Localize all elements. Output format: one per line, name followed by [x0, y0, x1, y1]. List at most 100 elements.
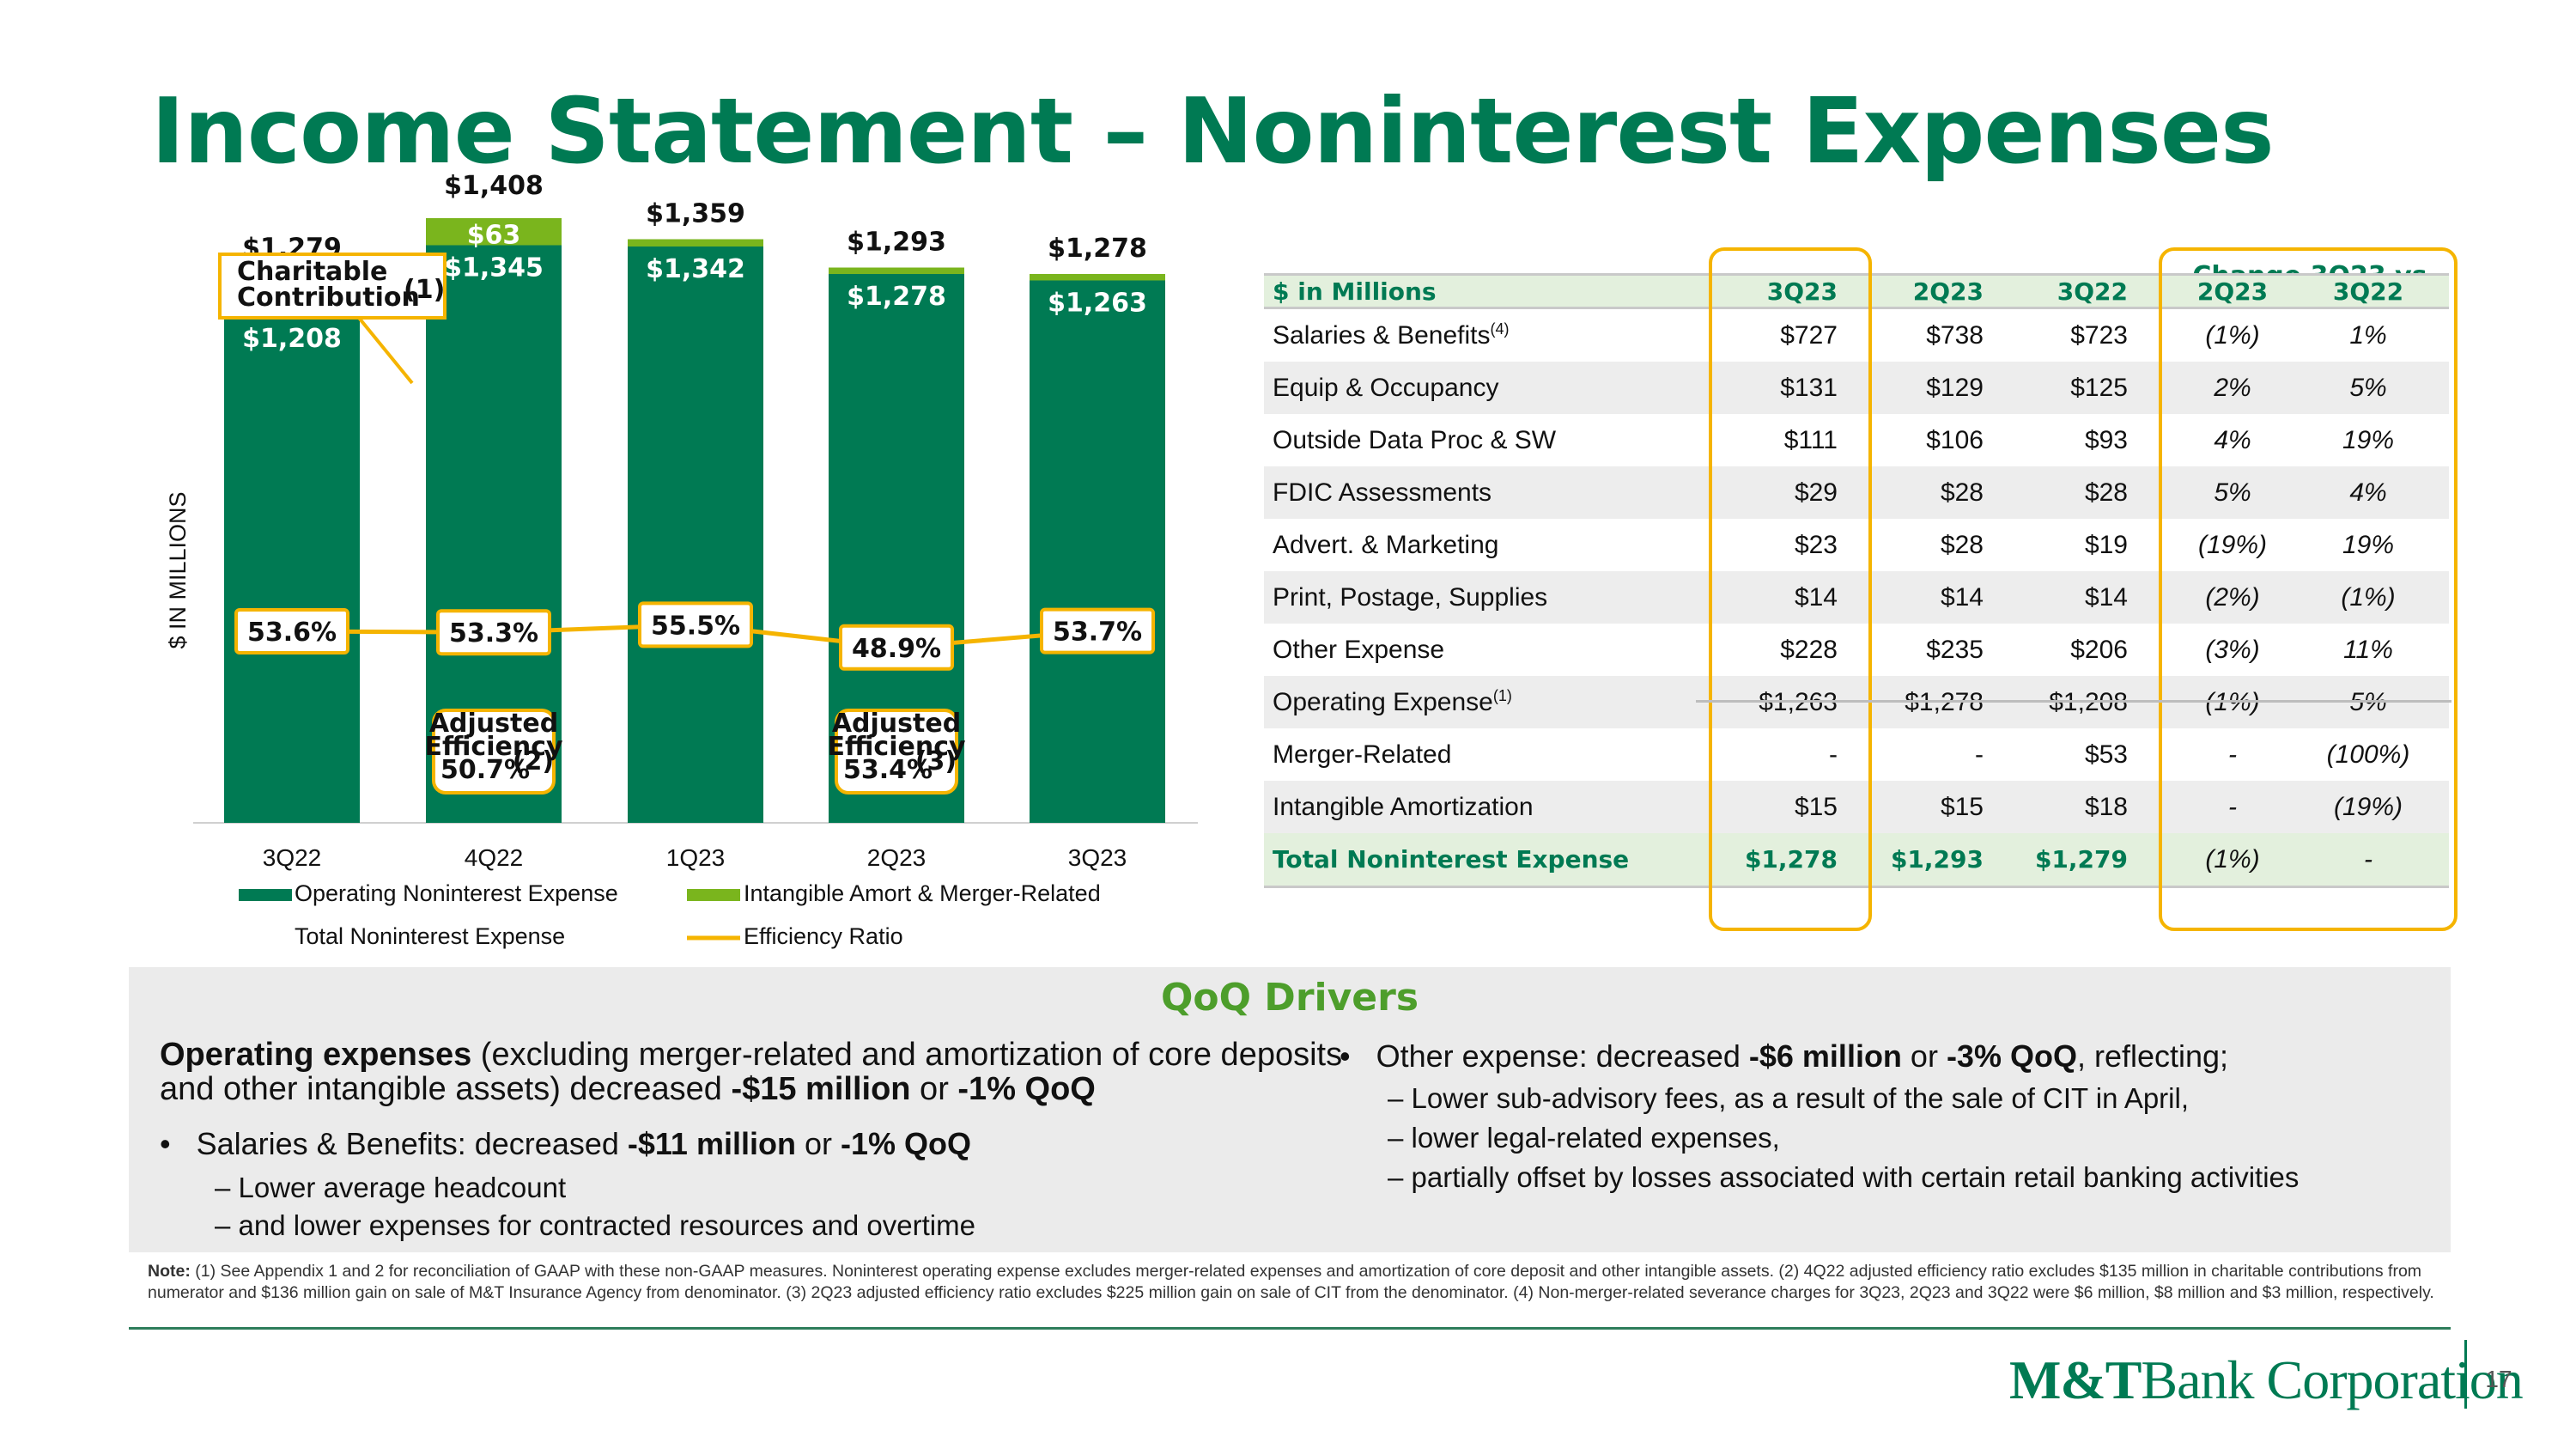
- row-label: Outside Data Proc & SW: [1273, 426, 1556, 455]
- cell-value: $111: [1783, 425, 1838, 454]
- cell-value: $23: [1794, 530, 1838, 559]
- legend-label-ratio: Efficiency Ratio: [744, 923, 903, 949]
- row-label-sup: (4): [1490, 320, 1510, 338]
- legend-swatch-operating: [239, 889, 292, 901]
- cell-change: 19%: [2342, 530, 2395, 559]
- cell-value: $131: [1780, 373, 1838, 402]
- logo-divider: [2464, 1340, 2467, 1409]
- table-row: Advert. & Marketing $23 $28 $19 (19%) 19%: [1264, 519, 2449, 571]
- row-label: Operating Expense(1): [1273, 687, 1512, 717]
- charitable-callout-box: [218, 253, 447, 320]
- cell-value: $14: [1940, 582, 1984, 612]
- cell-value: $14: [1794, 582, 1838, 612]
- bar-intangible-1Q23: [628, 239, 763, 247]
- cell-value: $28: [2084, 478, 2128, 507]
- efficiency-ratio-label: 55.5%: [651, 611, 740, 641]
- cell-value: $53: [2084, 740, 2128, 769]
- row-label: Other Expense: [1273, 636, 1444, 665]
- efficiency-ratio-box: [638, 601, 753, 648]
- efficiency-ratio-box: [436, 609, 551, 656]
- table-row: Equip & Occupancy $131 $129 $125 2% 5%: [1264, 362, 2449, 414]
- cell-value: $28: [1940, 530, 1984, 559]
- footnote: Note: (1) See Appendix 1 and 2 for recon…: [148, 1261, 2440, 1304]
- adjusted-efficiency-text: Adjusted: [429, 709, 558, 739]
- operating-label: $1,278: [847, 282, 946, 312]
- highlight-box-3q23: [1709, 247, 1872, 931]
- cell-value: $235: [1926, 635, 1984, 664]
- efficiency-ratio-box: [1040, 607, 1155, 654]
- b1-pre: Salaries & Benefits: decreased: [196, 1126, 628, 1161]
- cell-change: (1%): [2205, 844, 2260, 874]
- b1-amt: -$11 million: [627, 1126, 796, 1161]
- drivers-left-intro: Operating expenses (excluding merger-rel…: [160, 1038, 1345, 1106]
- row-label-text: Salaries & Benefits: [1273, 321, 1491, 350]
- page-number: 17: [2485, 1366, 2512, 1392]
- table-row: Other Expense $228 $235 $206 (3%) 11%: [1264, 624, 2449, 676]
- row-label: Salaries & Benefits(4): [1273, 320, 1509, 350]
- total-label: $1,278: [1048, 234, 1147, 264]
- total-label: $1,408: [444, 171, 544, 201]
- operating-label: $1,345: [444, 253, 544, 283]
- b2-pct: -3% QoQ: [1946, 1038, 2077, 1074]
- efficiency-ratio-label: 48.9%: [852, 634, 941, 664]
- bar-operating-1Q23: [628, 247, 763, 823]
- b1-pct: -1% QoQ: [840, 1126, 971, 1161]
- row-label-text: Total Noninterest Expense: [1273, 845, 1630, 874]
- drivers-bullet-other: • Other expense: decreased -$6 million o…: [1340, 1038, 2229, 1074]
- b2-or: or: [1901, 1038, 1947, 1074]
- header-period: 3Q23: [1766, 277, 1838, 306]
- total-label: $1,359: [646, 199, 745, 229]
- row-label-text: Intangible Amortization: [1273, 792, 1534, 821]
- efficiency-ratio-label: 53.3%: [449, 618, 538, 648]
- adjusted-efficiency-value: 53.4%: [843, 755, 933, 785]
- row-label-text: FDIC Assessments: [1273, 478, 1492, 507]
- table-row: Print, Postage, Supplies $14 $14 $14 (2%) (1%…: [1264, 571, 2449, 624]
- table-row: Salaries & Benefits(4) $727 $738 $723 (1%) 1%: [1264, 309, 2449, 362]
- cell-change: (19%): [2333, 792, 2403, 821]
- intangible-label: $63: [467, 221, 521, 251]
- row-label-text: Other Expense: [1273, 635, 1445, 664]
- cell-change: 19%: [2342, 425, 2395, 454]
- efficiency-ratio-label: 53.6%: [247, 618, 337, 648]
- x-tick-label: 4Q22: [465, 844, 524, 871]
- cell-value: $228: [1780, 635, 1838, 664]
- x-tick-label: 1Q23: [666, 844, 726, 871]
- b2-pre: Other expense: decreased: [1376, 1038, 1749, 1074]
- bar-operating-3Q23: [1030, 280, 1165, 823]
- row-label-text: Outside Data Proc & SW: [1273, 425, 1557, 454]
- cell-value: $14: [2084, 582, 2128, 612]
- adjusted-efficiency-text: Efficiency: [827, 732, 966, 762]
- cell-change: -: [2228, 792, 2237, 821]
- drivers-sub-offset: – partially offset by losses associated …: [1388, 1161, 2300, 1193]
- header-period: 3Q22: [2332, 277, 2404, 306]
- cell-value: $129: [1926, 373, 1984, 402]
- cell-value: $727: [1780, 320, 1838, 350]
- cell-value: $15: [1794, 792, 1838, 821]
- x-tick-label: 2Q23: [867, 844, 927, 871]
- logo-mt: M&T: [2009, 1349, 2142, 1410]
- legend-label-intangible: Intangible Amort & Merger-Related: [744, 880, 1101, 906]
- adjusted-efficiency-box: [835, 709, 958, 795]
- legend-label-total: Total Noninterest Expense: [295, 923, 565, 949]
- charitable-callout-sup: (1): [404, 275, 445, 305]
- adjusted-efficiency-value: 50.7%: [440, 755, 530, 785]
- cell-value: $19: [2084, 530, 2128, 559]
- table-row: Intangible Amortization $15 $15 $18 - (19%): [1264, 781, 2449, 833]
- intro-rest: (excluding merger-related and amortizati…: [160, 1037, 1343, 1107]
- logo-rest: Bank Corporation: [2141, 1349, 2523, 1410]
- charitable-callout-pointer: [357, 316, 414, 385]
- cell-change: 1%: [2349, 320, 2387, 350]
- cell-value: $125: [2070, 373, 2128, 402]
- legend-label-operating: Operating Noninterest Expense: [295, 880, 618, 906]
- cell-change: 4%: [2349, 478, 2387, 507]
- cell-value: $29: [1794, 478, 1838, 507]
- cell-value: $206: [2070, 635, 2128, 664]
- drivers-sub-headcount: – Lower average headcount: [215, 1172, 567, 1203]
- cell-change: 4%: [2214, 425, 2251, 454]
- cell-value: $28: [1940, 478, 1984, 507]
- table-row: Outside Data Proc & SW $111 $106 $93 4% 19%: [1264, 414, 2449, 466]
- adjusted-efficiency-text: Adjusted: [832, 709, 961, 739]
- table-row: FDIC Assessments $29 $28 $28 5% 4%: [1264, 466, 2449, 519]
- bar-intangible-4Q22: [426, 218, 562, 246]
- bar-intangible-3Q23: [1030, 274, 1165, 281]
